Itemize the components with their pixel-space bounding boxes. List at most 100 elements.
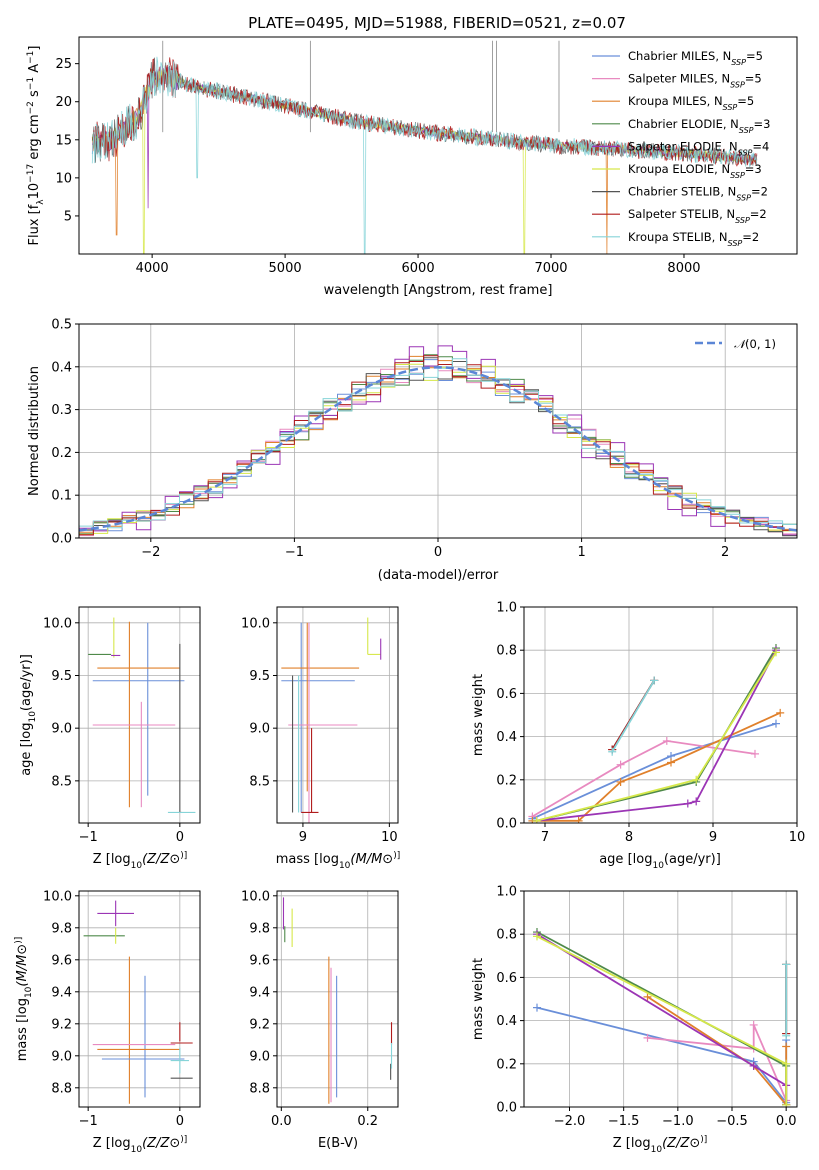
y-tick-label: 9.8 bbox=[51, 921, 72, 936]
x-axis-label-part: )] bbox=[700, 1135, 707, 1145]
legend-entry-sub: SSP bbox=[738, 148, 753, 157]
axes-frame bbox=[78, 36, 798, 255]
x-tick-label: −1 bbox=[79, 1114, 98, 1129]
y-axis-label-part: mass [log bbox=[15, 998, 30, 1061]
y-tick-label: 0.0 bbox=[51, 532, 72, 547]
x-tick-label: 7 bbox=[541, 830, 549, 845]
y-tick-label: 9.2 bbox=[51, 1017, 72, 1032]
y-tick-label: 9.5 bbox=[51, 669, 72, 684]
x-tick-label: −1.5 bbox=[608, 1114, 640, 1129]
y-axis-label-part: erg cm bbox=[27, 114, 42, 163]
panel-mass_vs_EBV: 0.0 0.2 8.8 9.0 9.2 9.4 9.6 9.8 10.0 E(B-V) bbox=[241, 889, 399, 1151]
legend-entry-sub: SSP bbox=[735, 216, 750, 225]
axes-frame bbox=[523, 606, 798, 824]
x-tick-label: 8 bbox=[625, 830, 633, 845]
figure-title: PLATE=0495, MJD=51988, FIBERID=0521, z=0… bbox=[248, 14, 626, 32]
y-axis-label-part: 10 bbox=[27, 183, 42, 200]
series-line bbox=[532, 722, 777, 820]
plot-area bbox=[83, 900, 193, 1104]
y-tick-label: 15 bbox=[55, 133, 72, 148]
y-tick-label: 10.0 bbox=[241, 889, 270, 904]
y-axis-label-part: −17 bbox=[26, 164, 36, 183]
y-axis-label-part: 10 bbox=[28, 711, 38, 723]
spectrum-line bbox=[91, 56, 758, 254]
y-axis-label: Flux [fλ10−17 erg cm−2 s−1 A−1] bbox=[26, 46, 46, 246]
plot-area bbox=[282, 897, 393, 1104]
axes-frame bbox=[276, 606, 399, 824]
plot-area bbox=[528, 644, 785, 823]
legend-entry-name: Kroupa MILES, N bbox=[628, 94, 723, 108]
series-marker bbox=[749, 1020, 758, 1029]
legend-entry-sub: SSP bbox=[739, 125, 754, 134]
legend-entry: Salpeter STELIB, NSSP=2 bbox=[628, 207, 767, 225]
series-line bbox=[647, 1024, 788, 1101]
y-tick-label: 0.3 bbox=[51, 403, 72, 418]
y-tick-label: 5 bbox=[64, 209, 72, 224]
legend-entry-sub: SSP bbox=[736, 193, 751, 202]
legend-entry-name: Kroupa ELODIE, N bbox=[628, 162, 730, 176]
y-axis-label-part: )] bbox=[14, 937, 24, 944]
x-axis-label-part: ⊙ bbox=[169, 1136, 180, 1151]
x-axis-label: (data-model)/error bbox=[378, 568, 499, 583]
series-marker bbox=[772, 719, 780, 728]
x-axis-label-part: (age/yr)] bbox=[664, 852, 721, 867]
y-tick-label: 0.2 bbox=[496, 1057, 517, 1072]
legend-entry-name: Salpeter ELODIE, N bbox=[628, 139, 738, 153]
y-tick-label: 9.0 bbox=[249, 1049, 270, 1064]
x-axis-label: Z [log10(Z/Z⊙)] bbox=[93, 1135, 188, 1155]
legend-entry-part: (0, 1) bbox=[745, 337, 776, 351]
legend-entry-sub: SSP bbox=[731, 58, 746, 67]
x-tick-label: 0.0 bbox=[776, 1114, 797, 1129]
x-tick-label: 4000 bbox=[136, 261, 169, 276]
x-axis-label-part: 10 bbox=[652, 861, 664, 871]
x-axis-label: Z [log10(Z/Z⊙)] bbox=[93, 851, 188, 871]
y-tick-label: 10.0 bbox=[43, 616, 72, 631]
y-tick-label: 9.6 bbox=[249, 953, 270, 968]
series-line bbox=[531, 739, 756, 818]
x-axis-label: E(B-V) bbox=[318, 1136, 358, 1151]
series-marker bbox=[782, 1031, 791, 1040]
x-tick-label: 1 bbox=[577, 545, 585, 560]
y-tick-label: 0.1 bbox=[51, 489, 72, 504]
legend-entry-nssp: =4 bbox=[752, 139, 769, 153]
series-line bbox=[536, 1006, 788, 1106]
legend-entry: Kroupa STELIB, NSSP=2 bbox=[628, 230, 759, 248]
plot-area bbox=[281, 617, 382, 823]
y-axis-label-part: (M/M bbox=[15, 955, 30, 987]
legend-entry: Kroupa ELODIE, NSSP=3 bbox=[628, 162, 762, 180]
legend-entry-name: Chabrier MILES, N bbox=[628, 49, 731, 63]
y-axis-label-part: λ bbox=[36, 199, 46, 205]
series-marker bbox=[643, 992, 652, 1001]
y-axis-label: mass weight bbox=[471, 674, 486, 756]
x-tick-label: 0 bbox=[176, 1114, 184, 1129]
x-tick-label: −0.5 bbox=[716, 1114, 748, 1129]
axes-frame bbox=[78, 890, 201, 1108]
y-tick-label: 10.0 bbox=[241, 616, 270, 631]
y-tick-label: 0.2 bbox=[51, 446, 72, 461]
y-tick-label: 9.2 bbox=[249, 1017, 270, 1032]
y-tick-label: 0.5 bbox=[51, 318, 72, 333]
series-marker bbox=[608, 747, 617, 756]
y-axis-label: age [log10(age/yr)] bbox=[19, 654, 38, 776]
y-tick-label: 8.5 bbox=[51, 774, 72, 789]
y-tick-label: 9.0 bbox=[249, 722, 270, 737]
y-tick-label: 9.4 bbox=[51, 985, 72, 1000]
x-axis-label-part: Z [log bbox=[613, 1136, 651, 1151]
x-axis-label-part: ⊙ bbox=[689, 1136, 700, 1151]
x-tick-label: 0.0 bbox=[271, 1114, 292, 1129]
y-axis-label-part: Flux [f bbox=[27, 204, 42, 245]
series-marker bbox=[782, 960, 791, 969]
panel-residual_histogram: −2 −1 0 1 2 0.0 0.1 0.2 0.3 0.4 0.5 (data-model)/er… bbox=[27, 318, 798, 583]
series-marker bbox=[643, 1033, 652, 1042]
y-tick-label: 0.2 bbox=[496, 773, 517, 788]
series-line bbox=[532, 711, 781, 822]
x-axis-label-part: )] bbox=[393, 851, 400, 861]
legend-entry: Chabrier MILES, NSSP=5 bbox=[628, 49, 763, 67]
series-line bbox=[611, 679, 655, 753]
x-axis-label-part: 10 bbox=[131, 1145, 143, 1155]
y-axis-label: mass weight bbox=[471, 958, 486, 1040]
y-axis-label: mass [log10(M/M⊙)] bbox=[14, 937, 34, 1061]
legend-entry-nssp: =5 bbox=[745, 72, 762, 86]
